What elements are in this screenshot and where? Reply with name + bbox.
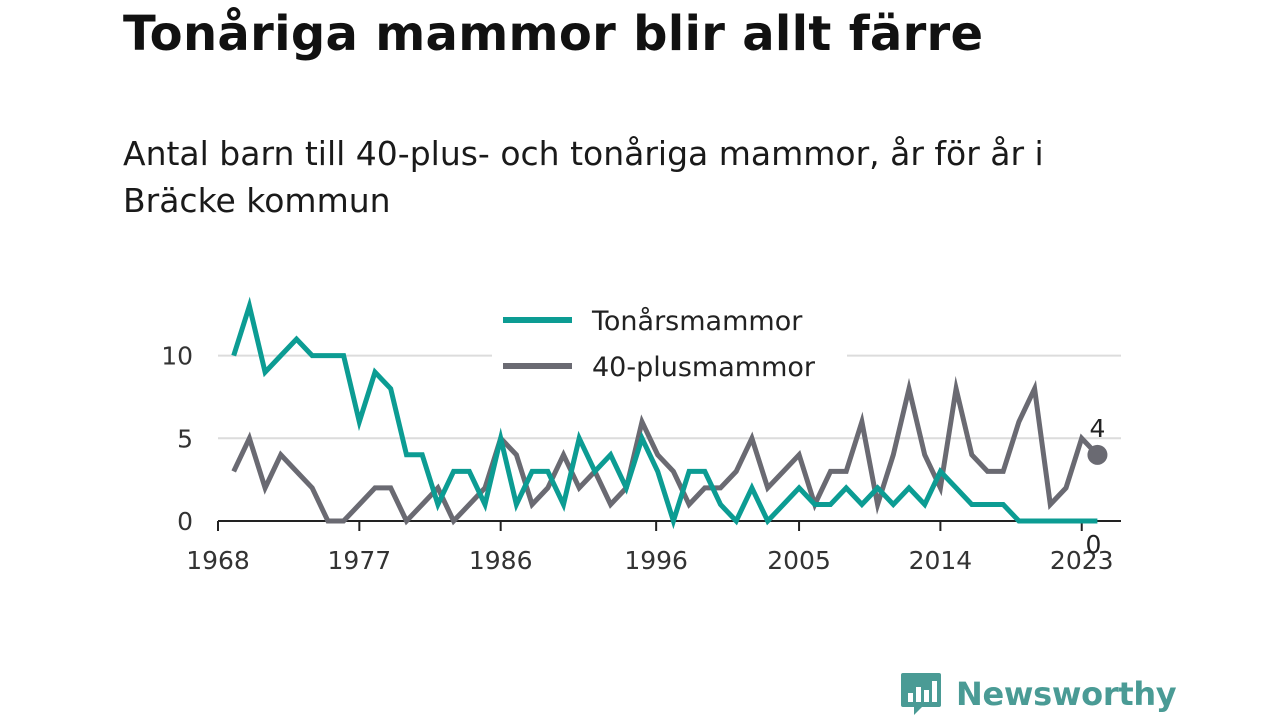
chart-subtitle: Antal barn till 40-plus- och tonåriga ma… [123,134,1044,220]
x-tick-label: 1986 [469,546,533,575]
chart-title: Tonåriga mammor blir allt färre [123,6,984,62]
end-value-label: 0 [1085,530,1101,559]
bar-chart-speech-bubble-icon [901,673,941,715]
x-tick-label: 1996 [624,546,688,575]
legend-label: 40-plusmammor [592,352,816,383]
brand-name: Newsworthy [956,675,1177,713]
x-tick-label: 1968 [186,546,250,575]
y-tick-label: 10 [161,342,193,371]
line-chart: 0 5 10 1968 1977 1986 1996 2005 2014 2023 Tonårsm… [161,291,1121,575]
newsworthy-logo: Newsworthy [900,668,1177,720]
x-tick-label: 2005 [767,546,831,575]
x-tick-label: 2014 [909,546,973,575]
series-line-tonarsmammor [231,296,1098,530]
x-tick-label: 2023 [1050,546,1114,575]
end-point-marker [1087,444,1108,465]
legend-label: Tonårsmammor [591,306,803,337]
legend-box [492,291,847,388]
series-line-40-plusmammor [231,375,1100,526]
end-value-label: 4 [1089,414,1105,443]
x-tick-label: 1977 [328,546,392,575]
y-tick-label: 0 [177,507,193,536]
y-tick-label: 5 [177,424,193,453]
